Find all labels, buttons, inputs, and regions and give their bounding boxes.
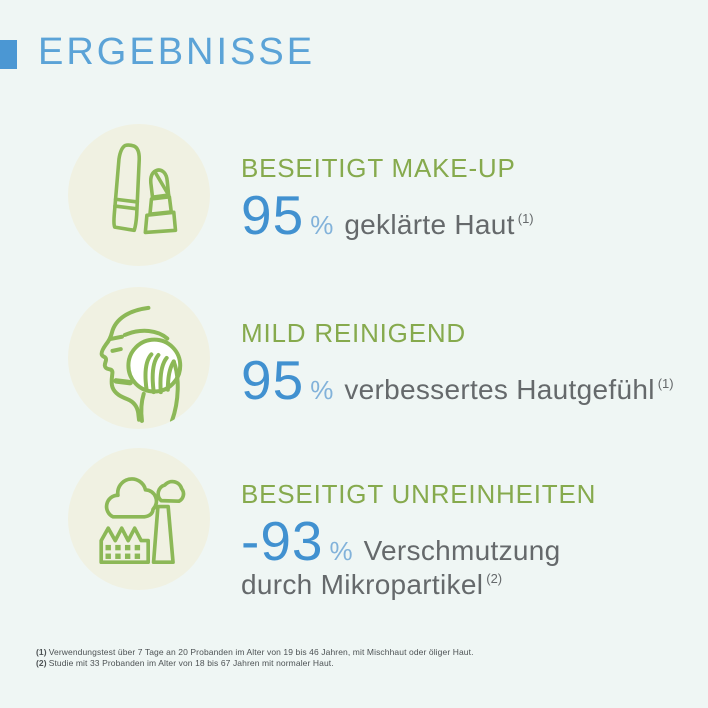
footnote-1-text: Verwendungstest über 7 Tage an 20 Proban… [48, 647, 474, 657]
footnote-ref: (1) [657, 376, 674, 391]
stat-description: Verschmutzung [363, 535, 561, 566]
footnote-1: (1) Verwendungstest über 7 Tage an 20 Pro… [36, 647, 474, 658]
footnote-2: (2) Studie mit 33 Probanden im Alter von … [36, 658, 474, 669]
section-heading: BESEITIGT UNREINHEITEN [241, 479, 597, 509]
footnote-ref: (1) [517, 211, 534, 226]
section-cleansing: MILD REINIGEND 95 % verbessertes Hautgef… [241, 317, 691, 411]
stat-line: 95 % verbessertes Hautgefühl (1) [241, 349, 691, 411]
stat-description: geklärte Haut [344, 209, 515, 240]
icon-circle-makeup [68, 124, 210, 266]
footnotes: (1) Verwendungstest über 7 Tage an 20 Pro… [36, 647, 474, 668]
footnote-2-ref: (2) [36, 657, 47, 668]
stat-unit: % [310, 210, 334, 240]
mascara-lipstick-icon [112, 143, 178, 235]
title-accent-bar [0, 40, 17, 69]
stat-value: -93 [241, 510, 324, 572]
stat-unit: % [329, 536, 353, 566]
face-cotton-pad-icon [99, 305, 183, 423]
factory-smoke-icon [99, 477, 186, 565]
stat-value: 95 [241, 184, 305, 246]
footnote-1-ref: (1) [36, 647, 47, 657]
page-title: ERGEBNISSE [38, 31, 316, 73]
stat-unit: % [310, 375, 334, 405]
footnote-2-text: Studie mit 33 Probanden im Alter von 18 … [48, 657, 334, 668]
footnote-ref: (2) [486, 571, 503, 586]
section-heading: MILD REINIGEND [241, 318, 467, 348]
section-makeup: BESEITIGT MAKE-UP 95 % geklärte Haut (1) [241, 152, 691, 246]
icon-circle-cleansing [68, 287, 210, 429]
stat-value: 95 [241, 349, 305, 411]
stat-description-line2: durch Mikropartikel (2) [241, 569, 503, 600]
stat-description: verbessertes Hautgefühl [344, 374, 655, 405]
icon-circle-impurities [68, 448, 210, 590]
stat-line: -93 % Verschmutzung [241, 510, 691, 572]
stat-line: 95 % geklärte Haut (1) [241, 184, 691, 246]
section-heading: BESEITIGT MAKE-UP [241, 153, 516, 183]
section-impurities: BESEITIGT UNREINHEITEN -93 % Verschmutzu… [241, 478, 691, 607]
